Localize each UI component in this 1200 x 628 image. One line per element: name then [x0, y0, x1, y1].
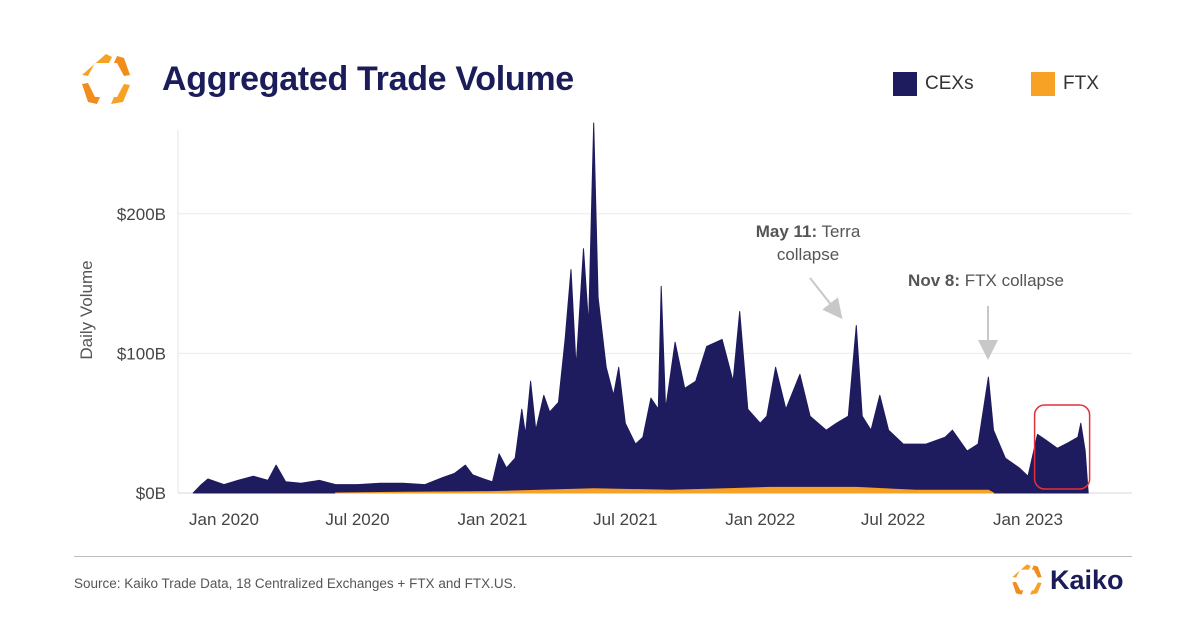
annotation-arrow-terra — [809, 277, 843, 320]
legend-item-ftx: FTX — [1031, 72, 1099, 96]
y-axis-label: Daily Volume — [77, 260, 96, 359]
y-tick-label: $100B — [117, 344, 166, 363]
kaiko-logo-icon — [78, 52, 134, 108]
footer-divider — [74, 556, 1132, 557]
series-area-ftx — [335, 486, 994, 494]
legend-item-cexs: CEXs — [893, 72, 974, 96]
y-tick-label: $200B — [117, 205, 166, 224]
x-tick-label: Jul 2020 — [325, 510, 389, 529]
y-tick-label: $0B — [136, 484, 166, 503]
x-tick-label: Jul 2021 — [593, 510, 657, 529]
chart-title: Aggregated Trade Volume — [162, 60, 574, 98]
annotation-terra: May 11: Terra — [756, 222, 861, 241]
x-tick-label: Jan 2023 — [993, 510, 1063, 529]
kaiko-brand: Kaiko — [1010, 563, 1124, 597]
legend-swatch-ftx — [1031, 72, 1055, 96]
legend-label-cexs: CEXs — [925, 73, 974, 94]
highlight-box — [1033, 404, 1091, 490]
legend-label-ftx: FTX — [1063, 73, 1099, 94]
x-tick-label: Jan 2021 — [458, 510, 528, 529]
x-tick-label: Jul 2022 — [861, 510, 925, 529]
brand-name: Kaiko — [1050, 564, 1124, 595]
x-tick-label: Jan 2020 — [189, 510, 259, 529]
source-note: Source: Kaiko Trade Data, 18 Centralized… — [74, 576, 517, 591]
kaiko-brand-icon — [1012, 564, 1042, 595]
annotation-terra-line2: collapse — [777, 245, 839, 264]
x-tick-label: Jan 2022 — [725, 510, 795, 529]
annotation-ftx: Nov 8: FTX collapse — [908, 271, 1064, 290]
legend-swatch-cexs — [893, 72, 917, 96]
series-area-cexs — [192, 122, 1089, 494]
